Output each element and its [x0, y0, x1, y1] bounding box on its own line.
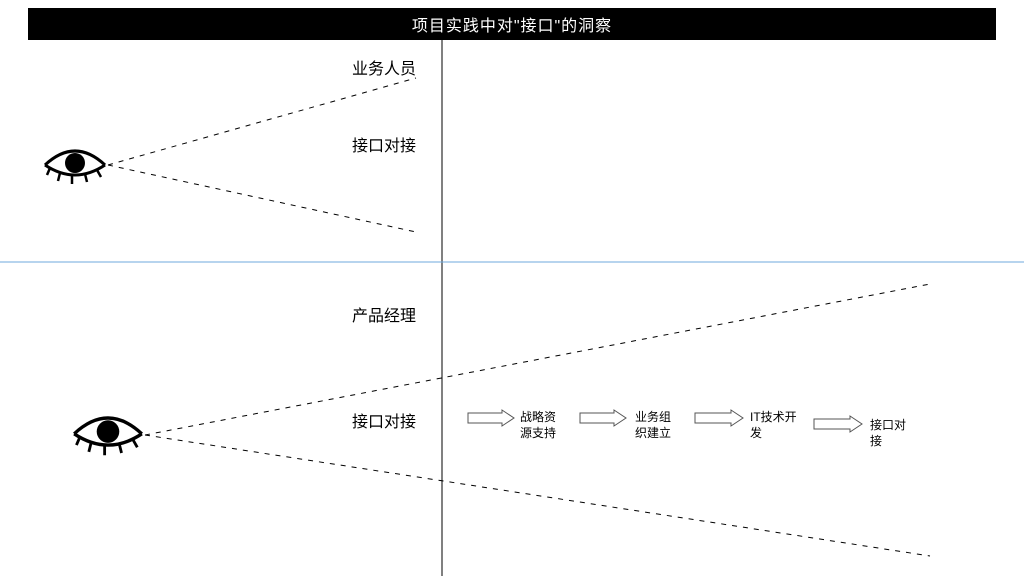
- bottom-role-label: 产品经理: [352, 302, 416, 326]
- eye-icon-top: [40, 135, 110, 195]
- flow-step-3: 接口对 接: [870, 418, 906, 449]
- title-bar: 项目实践中对"接口"的洞察: [28, 8, 996, 40]
- flow-step-0: 战略资 源支持: [520, 410, 556, 441]
- bottom-focus-label: 接口对接: [352, 408, 416, 432]
- top-role-label: 业务人员: [352, 55, 416, 79]
- flow-step-2: IT技术开 发: [750, 410, 797, 441]
- flow-step-1: 业务组 织建立: [635, 410, 671, 441]
- diagram-overlay: [0, 0, 1024, 576]
- title-text: 项目实践中对"接口"的洞察: [412, 12, 612, 36]
- top-focus-label: 接口对接: [352, 132, 416, 156]
- eye-icon-bottom: [68, 400, 148, 467]
